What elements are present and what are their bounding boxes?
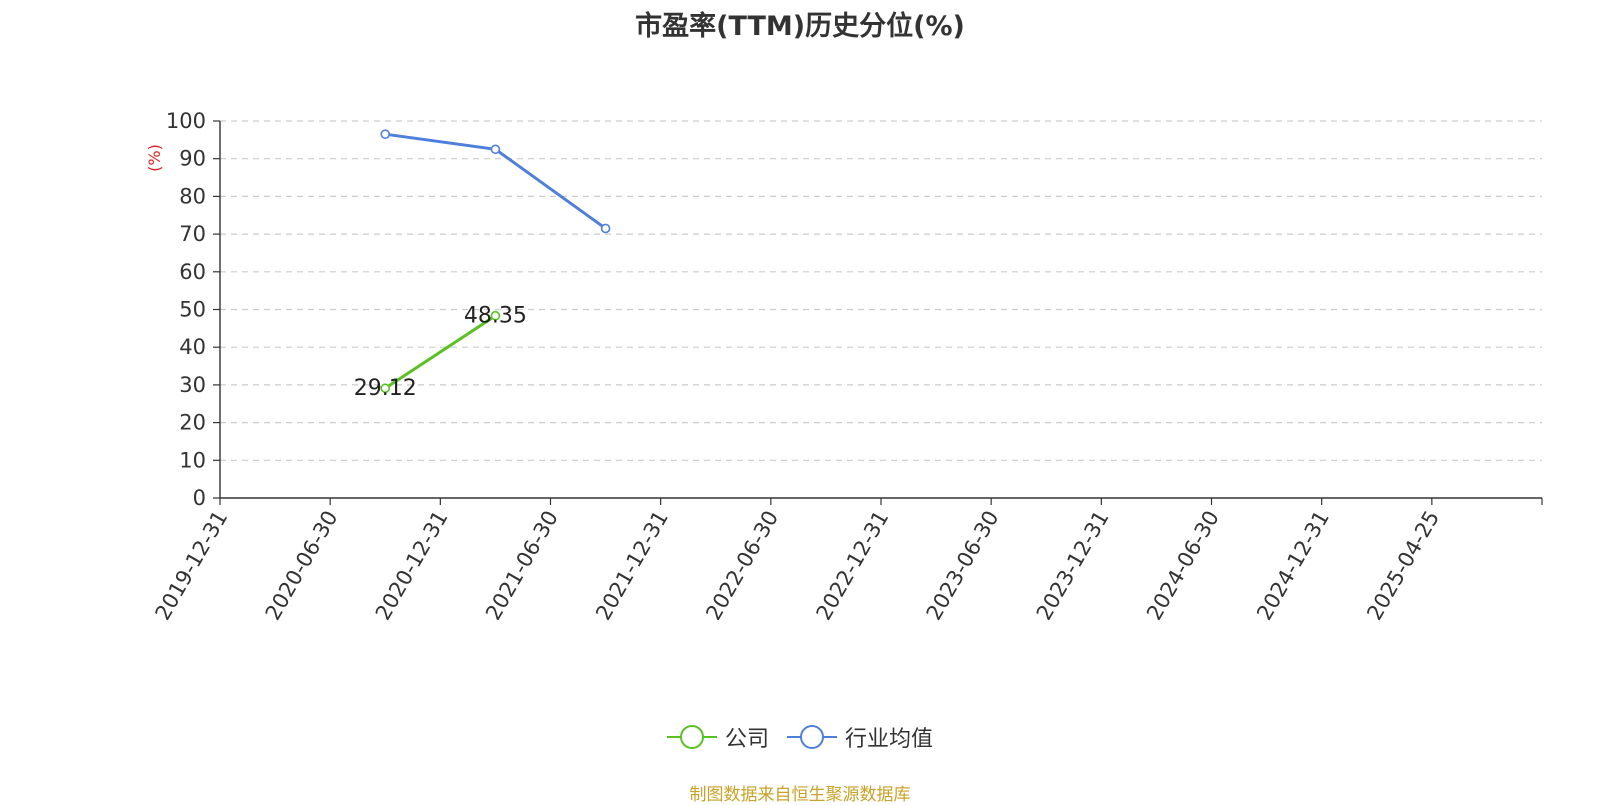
legend-item[interactable]: 公司 (666, 721, 769, 753)
chart-title: 市盈率(TTM)历史分位(%) (635, 11, 965, 42)
x-tick-label: 2023-12-31 (1032, 507, 1114, 625)
x-tick-label: 2020-12-31 (371, 507, 453, 625)
axes: 0 10 20 30 40 50 60 70 80 90 100 2019-12-31 2020-06-… (151, 109, 1543, 625)
x-tick-label: 2022-12-31 (812, 507, 894, 625)
data-point (600, 223, 611, 234)
gridlines (220, 120, 1542, 461)
series (380, 129, 611, 394)
data-point (380, 129, 391, 139)
data-label: 48.35 (464, 304, 527, 329)
chart-legend: 公司 行业均值 (0, 721, 1600, 753)
y-tick-label: 90 (179, 147, 206, 171)
y-tick-label: 70 (179, 222, 206, 246)
data-labels: 29.12 48.35 (354, 304, 527, 401)
y-tick-label: 80 (179, 184, 206, 208)
x-tick-label: 2021-06-30 (481, 507, 563, 625)
y-tick-label: 60 (179, 260, 206, 284)
x-tick-label: 2023-06-30 (922, 507, 1004, 625)
legend-label: 公司 (724, 727, 769, 752)
data-source-note: 制图数据来自恒生聚源数据库 (689, 785, 911, 805)
data-label: 29.12 (354, 376, 417, 401)
legend-label: 行业均值 (845, 727, 934, 752)
x-tick-label: 2025-04-25 (1362, 507, 1444, 625)
y-tick-label: 40 (179, 335, 206, 359)
y-axis-label: (%) (145, 144, 164, 172)
legend-item[interactable]: 行业均值 (787, 721, 933, 753)
y-tick-label: 20 (179, 411, 206, 435)
x-tick-label: 2021-12-31 (591, 507, 673, 625)
legend-marker-icon (666, 725, 717, 749)
y-tick-label: 0 (193, 486, 206, 510)
series-line (384, 314, 497, 390)
data-point (490, 144, 501, 155)
x-tick-label: 2019-12-31 (151, 507, 233, 625)
x-tick-label: 2022-06-30 (701, 507, 783, 625)
data-point (490, 310, 501, 321)
y-tick-label: 100 (166, 109, 206, 133)
y-tick-label: 50 (179, 298, 206, 322)
y-tick-label: 30 (179, 373, 206, 397)
y-tick-label: 10 (179, 448, 206, 472)
data-point (380, 383, 391, 394)
x-tick-label: 2020-06-30 (261, 507, 343, 625)
legend-marker-icon (787, 725, 837, 749)
x-tick-label: 2024-12-31 (1252, 507, 1334, 625)
x-tick-label: 2024-06-30 (1142, 507, 1224, 625)
